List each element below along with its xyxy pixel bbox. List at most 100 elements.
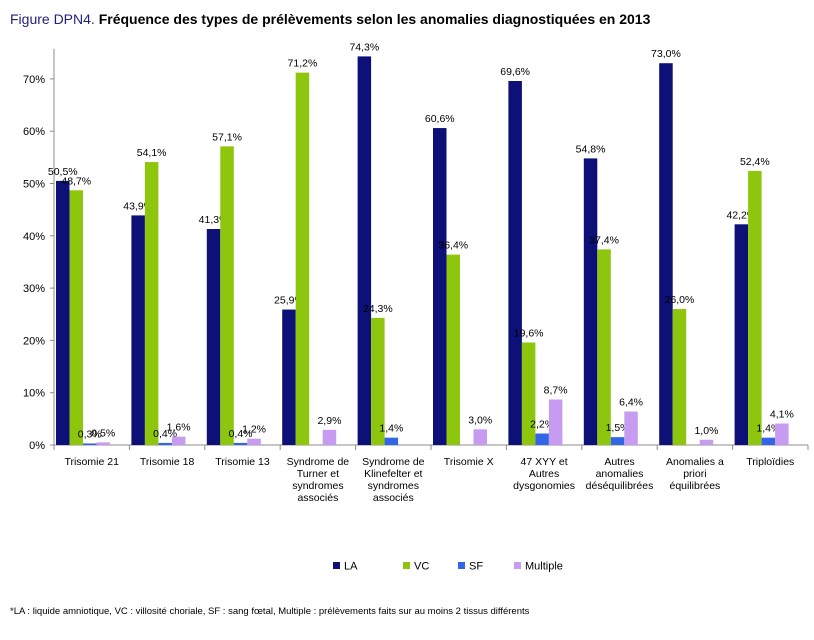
x-category-label: Trisomie 21 <box>64 456 119 468</box>
x-category-label: priori <box>683 468 706 480</box>
data-label: 50,5% <box>48 166 78 178</box>
x-category-label: 47 XYY et <box>521 456 568 468</box>
bar-la <box>433 128 447 445</box>
x-category-label: équilibrées <box>670 480 721 492</box>
data-label: 36,4% <box>438 240 468 252</box>
bar-multiple <box>322 429 337 445</box>
bar-vc <box>295 72 310 446</box>
legend-swatch-la <box>333 562 340 569</box>
bar-multiple <box>96 442 110 445</box>
data-label: 74,3% <box>349 41 379 53</box>
legend-label-la: LA <box>344 561 358 573</box>
x-category-label: Trisomie 18 <box>140 456 195 468</box>
data-label: 54,1% <box>137 147 167 159</box>
y-tick-label: 50% <box>23 179 45 191</box>
bar-sf <box>83 443 97 445</box>
data-label: 6,4% <box>619 397 643 409</box>
legend-swatch-sf <box>458 562 465 569</box>
data-label: 52,4% <box>740 156 770 168</box>
bar-multiple <box>473 429 487 445</box>
data-label: 26,0% <box>665 294 695 306</box>
x-category-label: dysgonomies <box>513 480 575 492</box>
data-label: 0,4% <box>153 428 177 440</box>
data-label: 1,4% <box>379 423 403 435</box>
bar-sf <box>158 442 172 445</box>
legend-swatch-vc <box>403 562 410 569</box>
y-tick-label: 70% <box>23 74 45 86</box>
bar-vc <box>672 309 687 445</box>
data-label: 0,4% <box>229 428 253 440</box>
figure-number: Figure DPN4. <box>10 11 95 27</box>
figure-title: Fréquence des types de prélèvements selo… <box>98 11 651 27</box>
bar-vc <box>446 254 460 445</box>
bar-vc <box>521 342 536 445</box>
data-label: 54,8% <box>576 143 606 155</box>
x-category-label: Syndrome de <box>362 456 425 468</box>
bar-la <box>131 215 145 445</box>
data-label: 4,1% <box>770 409 794 421</box>
data-label: 8,7% <box>544 384 568 396</box>
legend-label-sf: SF <box>469 561 483 573</box>
bar-vc <box>69 190 83 445</box>
x-category-label: anomalies <box>596 468 644 480</box>
data-label: 1,2% <box>242 424 266 436</box>
data-label: 1,6% <box>167 422 191 434</box>
data-label: 48,7% <box>61 175 91 187</box>
x-category-label: Triploïdies <box>746 456 794 468</box>
x-category-label: Syndrome de <box>287 456 350 468</box>
y-tick-label: 60% <box>23 126 45 138</box>
data-label: 1,0% <box>694 425 718 437</box>
data-label: 0,3% <box>78 428 102 440</box>
x-category-label: Trisomie X <box>444 456 494 468</box>
x-category-label: Autres <box>604 456 634 468</box>
x-category-label: déséquilibrées <box>586 480 654 492</box>
x-category-label: Klinefelter et <box>364 468 422 480</box>
legend-label-multiple: Multiple <box>525 561 563 573</box>
bar-sf <box>535 433 549 445</box>
x-category-label: Autres <box>529 468 559 480</box>
bar-la <box>583 158 598 445</box>
x-category-label: Turner et <box>297 468 339 480</box>
data-label: 24,3% <box>363 303 393 315</box>
bar-la <box>734 224 749 445</box>
bar-multiple <box>171 436 186 445</box>
bar-vc <box>220 146 234 445</box>
y-tick-label: 30% <box>23 283 45 295</box>
x-category-label: Anomalies a <box>666 456 724 468</box>
bar-la <box>56 180 70 445</box>
x-category-label: syndromes <box>292 480 343 492</box>
bar-sf <box>384 437 399 445</box>
data-label: 1,5% <box>606 422 630 434</box>
data-label: 0,5% <box>91 427 115 439</box>
bar-la <box>659 63 673 446</box>
bar-multiple <box>775 423 789 445</box>
bar-la <box>282 309 296 445</box>
bar-vc <box>144 162 159 445</box>
bar-vc <box>748 170 762 445</box>
data-label: 3,0% <box>468 414 492 426</box>
data-label: 2,2% <box>530 418 554 430</box>
data-label: 37,4% <box>589 234 619 246</box>
data-label: 2,9% <box>317 415 341 427</box>
bar-multiple <box>624 411 638 445</box>
bar-vc <box>597 249 611 445</box>
legend-swatch-multiple <box>514 562 521 569</box>
bar-multiple <box>247 438 261 445</box>
bar-la <box>357 56 372 445</box>
y-tick-label: 20% <box>23 335 45 347</box>
bar-chart: 0% 10% 20% 30% 40% 50% 60% 70% 50,5%48,7% 0,3%0,5… <box>23 41 809 573</box>
y-tick-label: 0% <box>29 440 45 452</box>
footnote: *LA : liquide amniotique, VC : villosité… <box>10 606 530 617</box>
bar-sf <box>610 437 625 445</box>
x-category-label: associés <box>297 492 338 504</box>
data-label: 60,6% <box>425 113 455 125</box>
bar-sf <box>233 442 248 445</box>
chart-title: Figure DPN4. Fréquence des types de prél… <box>10 11 650 27</box>
bar-multiple <box>699 439 714 445</box>
data-label: 73,0% <box>651 48 681 60</box>
data-label: 69,6% <box>500 66 530 78</box>
data-label: 19,6% <box>514 327 544 339</box>
bar-vc <box>371 317 385 445</box>
data-label: 71,2% <box>288 58 318 70</box>
legend-label-vc: VC <box>414 561 429 573</box>
